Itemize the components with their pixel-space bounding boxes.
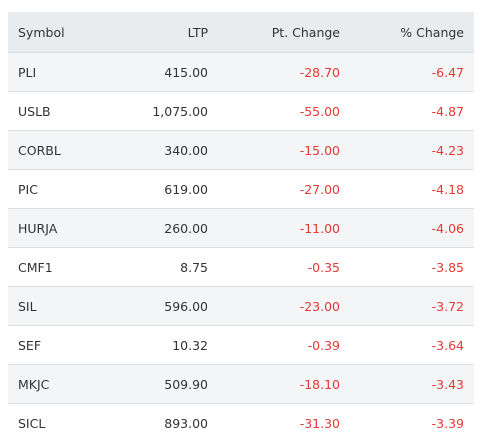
column-header: Symbol xyxy=(8,12,108,53)
ltp-cell: 340.00 xyxy=(108,131,218,170)
pt-change-cell: -31.30 xyxy=(218,404,350,442)
ltp-cell: 1,075.00 xyxy=(108,92,218,131)
pt-change-cell: -27.00 xyxy=(218,170,350,209)
pct-change-cell: -3.72 xyxy=(350,287,474,326)
column-header: Pt. Change xyxy=(218,12,350,53)
pt-change-cell: -15.00 xyxy=(218,131,350,170)
ltp-cell: 415.00 xyxy=(108,53,218,92)
pct-change-cell: -4.23 xyxy=(350,131,474,170)
symbol-cell: CORBL xyxy=(8,131,108,170)
ltp-cell: 893.00 xyxy=(108,404,218,442)
pt-change-cell: -0.35 xyxy=(218,248,350,287)
pct-change-cell: -4.06 xyxy=(350,209,474,248)
pct-change-cell: -4.87 xyxy=(350,92,474,131)
ltp-cell: 509.90 xyxy=(108,365,218,404)
symbol-cell: USLB xyxy=(8,92,108,131)
ltp-cell: 619.00 xyxy=(108,170,218,209)
ltp-cell: 10.32 xyxy=(108,326,218,365)
pt-change-cell: -18.10 xyxy=(218,365,350,404)
symbol-cell: MKJC xyxy=(8,365,108,404)
pt-change-cell: -0.39 xyxy=(218,326,350,365)
pt-change-cell: -11.00 xyxy=(218,209,350,248)
ltp-cell: 8.75 xyxy=(108,248,218,287)
pt-change-cell: -28.70 xyxy=(218,53,350,92)
pct-change-cell: -3.64 xyxy=(350,326,474,365)
symbol-cell: PIC xyxy=(8,170,108,209)
pct-change-cell: -3.85 xyxy=(350,248,474,287)
ltp-cell: 260.00 xyxy=(108,209,218,248)
symbol-cell: SIL xyxy=(8,287,108,326)
symbol-cell: SICL xyxy=(8,404,108,442)
symbol-cell: SEF xyxy=(8,326,108,365)
ltp-cell: 596.00 xyxy=(108,287,218,326)
pct-change-cell: -3.43 xyxy=(350,365,474,404)
symbol-cell: PLI xyxy=(8,53,108,92)
pct-change-cell: -3.39 xyxy=(350,404,474,442)
symbol-cell: CMF1 xyxy=(8,248,108,287)
pt-change-cell: -23.00 xyxy=(218,287,350,326)
pct-change-cell: -4.18 xyxy=(350,170,474,209)
column-header: LTP xyxy=(108,12,218,53)
pct-change-cell: -6.47 xyxy=(350,53,474,92)
column-header: % Change xyxy=(350,12,474,53)
symbol-cell: HURJA xyxy=(8,209,108,248)
pt-change-cell: -55.00 xyxy=(218,92,350,131)
